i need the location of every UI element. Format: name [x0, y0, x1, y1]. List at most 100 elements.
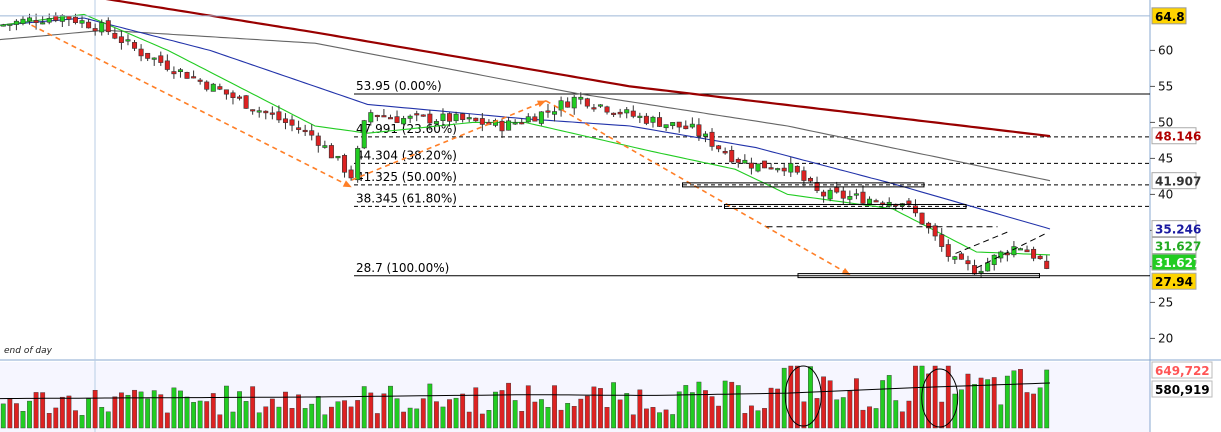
- volume-bar: [644, 408, 649, 429]
- candle-body: [834, 187, 840, 193]
- candle-body: [13, 20, 19, 25]
- candle-body: [420, 114, 426, 117]
- price-marker-badge: [1151, 253, 1197, 271]
- candle-body: [204, 81, 210, 90]
- volume-bar: [591, 386, 597, 429]
- volume-bar: [512, 400, 518, 429]
- volume-bar: [171, 387, 177, 429]
- candle-body: [466, 117, 472, 120]
- volume-bar: [493, 391, 498, 429]
- volume-bar: [302, 408, 308, 429]
- candle-body: [355, 147, 361, 181]
- volume-bar: [1024, 392, 1030, 429]
- candle-body: [807, 177, 813, 182]
- candle-body: [230, 92, 236, 98]
- volume-value-badge: [1151, 361, 1213, 379]
- volume-bar: [552, 385, 557, 429]
- candle-body: [755, 163, 761, 172]
- volume-bar: [184, 396, 190, 429]
- volume-bar: [709, 396, 715, 429]
- candle-body: [217, 86, 223, 90]
- price-marker-label: 27.94: [1155, 275, 1193, 289]
- candle-body: [433, 121, 439, 125]
- trend-arrow-head: [342, 180, 352, 188]
- candle-body: [716, 145, 722, 150]
- volume-bar: [598, 388, 603, 429]
- candle-body: [919, 212, 925, 225]
- price-marker-label: 31.627: [1155, 256, 1201, 270]
- trend-arrow-line: [545, 100, 851, 276]
- volume-bar: [932, 365, 938, 429]
- candle-body: [867, 198, 873, 205]
- candle-body: [1017, 248, 1023, 251]
- candle-body: [945, 244, 951, 257]
- volume-bar: [86, 398, 91, 429]
- fibonacci-levels: 53.95 (0.00%)47.991 (23.60%)44.304 (38.2…: [354, 79, 1150, 277]
- candle-body: [460, 113, 466, 120]
- candle-body: [145, 52, 151, 59]
- volume-bar: [440, 406, 446, 429]
- volume-bar: [394, 398, 400, 429]
- candle-body: [118, 36, 124, 43]
- volume-bar: [801, 401, 807, 429]
- volume-bar: [388, 385, 393, 429]
- y-tick-label: 45: [1158, 151, 1173, 165]
- volume-bar: [539, 399, 544, 429]
- price-marker-label: 48.146: [1155, 130, 1201, 144]
- candle-body: [151, 57, 157, 60]
- candle-body: [125, 39, 131, 42]
- candle-body: [453, 113, 459, 122]
- candle-body: [427, 113, 433, 124]
- candle-body: [33, 20, 39, 23]
- volume-bar: [1031, 393, 1036, 429]
- volume-bar: [899, 411, 905, 429]
- volume-bar: [847, 390, 853, 429]
- volume-bar: [794, 365, 800, 429]
- volume-bar: [860, 409, 866, 429]
- candle-body: [164, 60, 170, 70]
- candle-body: [79, 20, 85, 24]
- y-tick-label: 55: [1158, 79, 1173, 93]
- volume-value-badge: [1151, 380, 1213, 398]
- volume-bar: [138, 391, 144, 429]
- candle-body: [722, 150, 728, 154]
- candle-body: [66, 15, 72, 20]
- volume-bar: [926, 373, 931, 429]
- volume-bar: [348, 406, 354, 429]
- candle-body: [571, 96, 577, 109]
- candle-body: [335, 155, 341, 159]
- volume-spike-ellipse: [921, 368, 959, 428]
- candle-body: [184, 72, 190, 79]
- candle-body: [210, 83, 216, 92]
- candle-body: [788, 163, 794, 173]
- candle-body: [768, 167, 774, 170]
- volume-average-line: [0, 382, 1051, 400]
- volume-bar: [604, 407, 610, 429]
- candle-body: [479, 118, 485, 125]
- volume-bar: [611, 382, 616, 429]
- volume-bar: [630, 414, 636, 429]
- volume-bar: [722, 380, 728, 429]
- candle-body: [499, 120, 505, 132]
- candle-body: [381, 115, 387, 118]
- candle-body: [473, 117, 479, 122]
- candle-body: [243, 95, 249, 109]
- candle-body: [387, 117, 393, 120]
- volume-bar: [178, 390, 183, 429]
- volume-bar: [14, 403, 19, 429]
- candle-body: [447, 113, 453, 122]
- volume-bar: [683, 385, 689, 429]
- candle-body: [657, 117, 663, 127]
- annotations: [31, 24, 1045, 279]
- volume-bar: [696, 381, 702, 429]
- candle-body: [827, 189, 833, 200]
- candle-body: [492, 120, 498, 126]
- volume-bar: [565, 403, 571, 429]
- volume-bar: [545, 407, 551, 429]
- candle-body: [873, 200, 879, 203]
- volume-bar: [20, 411, 26, 429]
- volume-bar: [768, 387, 774, 429]
- candle-body: [650, 116, 656, 123]
- volume-bar: [99, 407, 105, 429]
